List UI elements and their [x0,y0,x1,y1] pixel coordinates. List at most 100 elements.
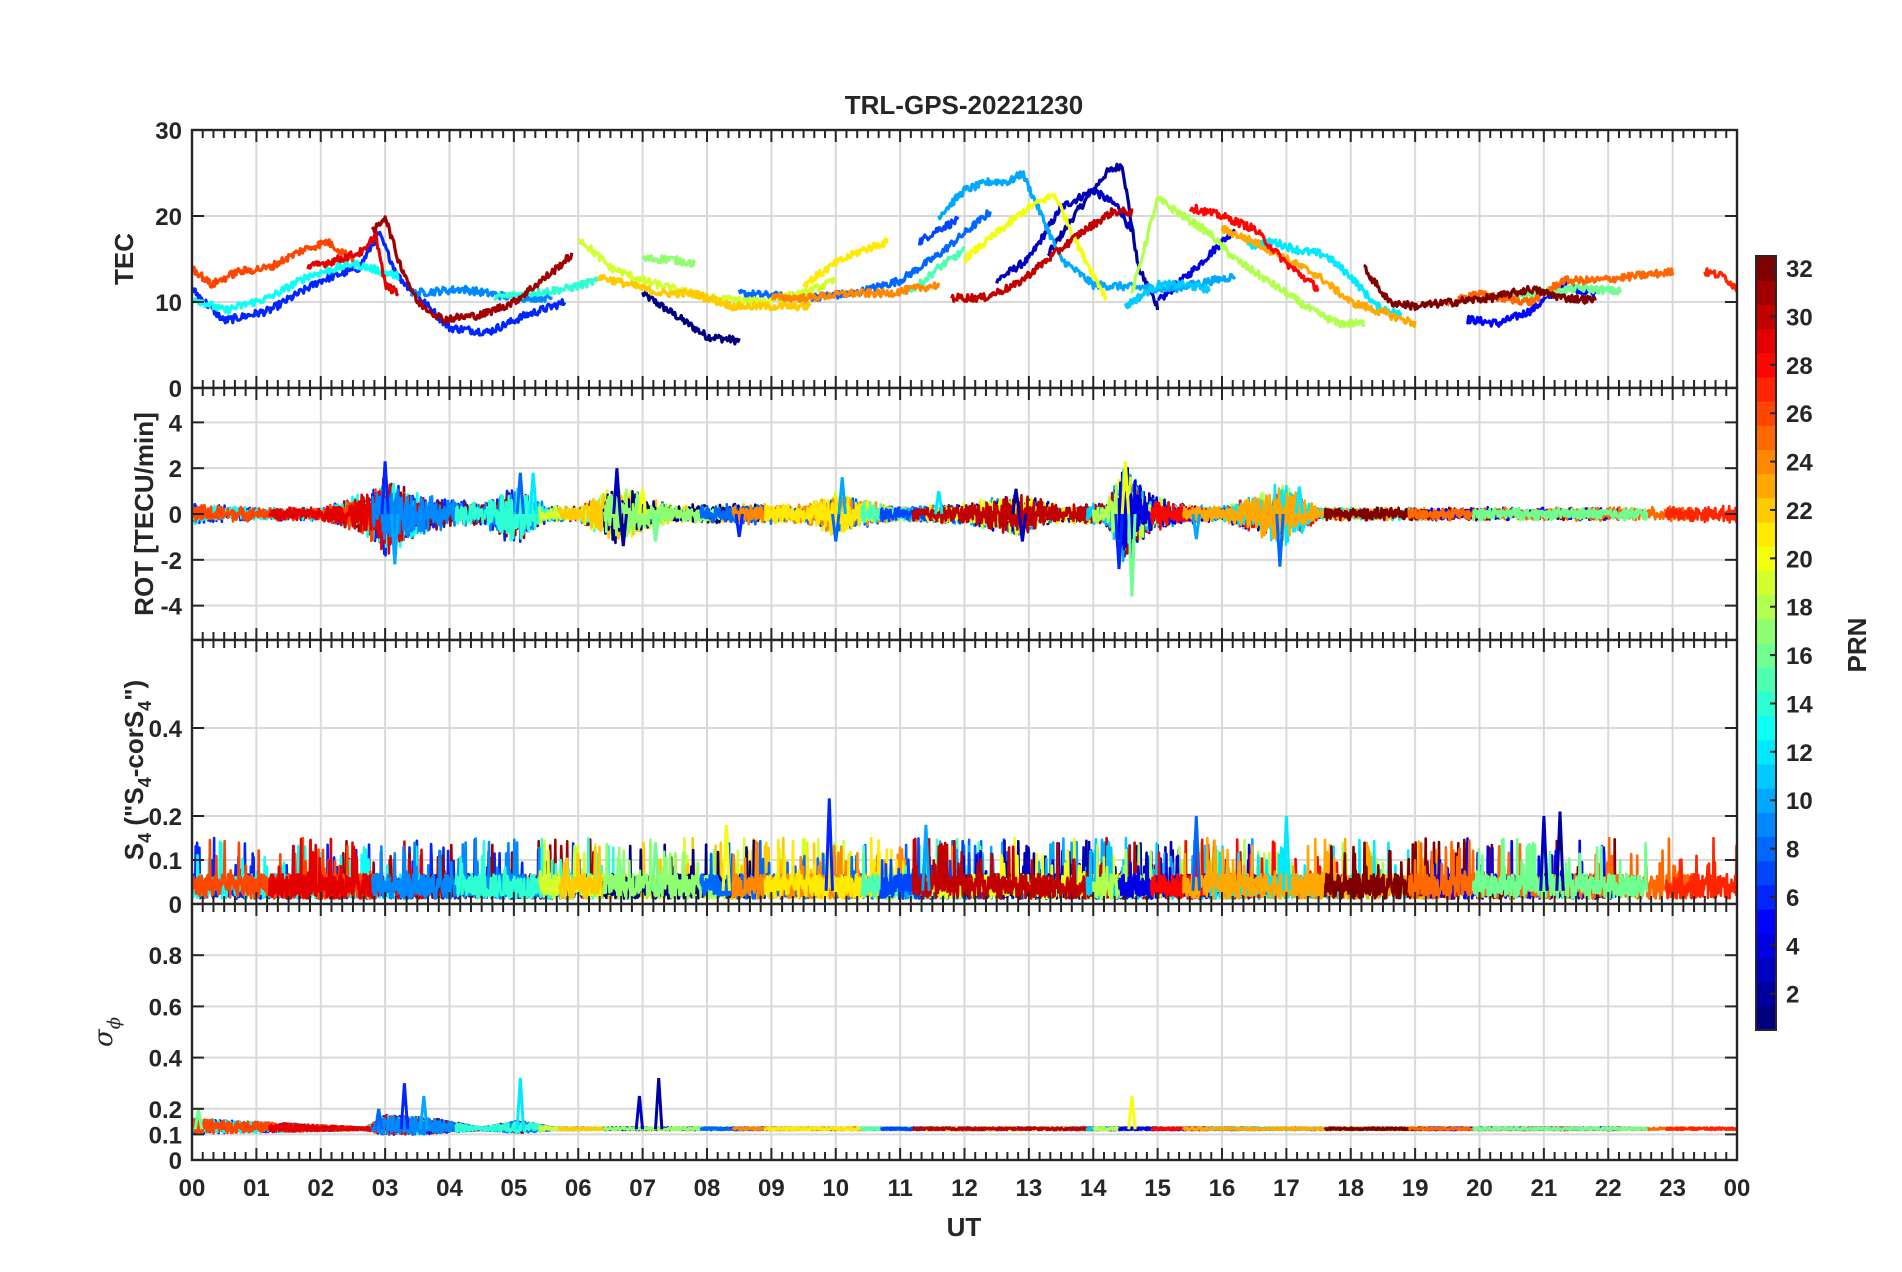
colorbar-swatch [1756,884,1776,910]
spike-mark [721,824,731,891]
spike-mark [921,824,931,891]
series-layer [192,162,1737,346]
colorbar-swatch [1756,473,1776,499]
colorbar-swatch [1756,836,1776,862]
tec-series-prn-12 [1246,237,1403,317]
y-tick-label: 0.6 [149,994,182,1021]
spike-mark [612,468,622,515]
colorbar-tick-label: 30 [1786,304,1813,331]
colorbar-swatch [1756,352,1776,378]
x-axis-label: UT [947,1212,982,1242]
y-tick-label: 0.4 [149,1046,183,1073]
tec-series-prn-21 [802,237,889,289]
spike-mark [1120,461,1131,515]
series-prn-16 [1472,1126,1648,1132]
x-tick-label: 00 [179,1175,206,1202]
colorbar-swatch [1756,860,1776,886]
spike-mark [1017,513,1028,542]
y-tick-label: -4 [161,594,183,621]
tec-series-prn-30 [950,206,1134,303]
colorbar-swatch [1756,739,1776,765]
spike-mark [634,1095,645,1130]
series-prn-16 [1471,506,1649,522]
spike-mark [1294,486,1304,515]
colorbar-tick-label: 26 [1786,401,1813,428]
sigma-phi-ylabel: σϕ [89,1017,125,1047]
colorbar-tick-label: 4 [1786,933,1800,960]
spike-mark [1555,811,1565,891]
spike-mark [734,513,744,538]
colorbar-swatch [1756,401,1776,426]
spike-mark [1127,1095,1137,1130]
series-layer [192,1078,1737,1136]
x-tick-label: 19 [1402,1175,1429,1202]
tec-series-prn-26 [192,238,355,289]
s4-panel: 0 0.1 0.2 0.4 [149,638,1739,919]
spike-mark [1114,513,1124,570]
spike-mark [1191,513,1201,540]
tec-series-prn-15 [898,246,966,296]
series-layer [192,798,1737,900]
tec-series-prn-16 [1510,283,1623,303]
tec-series-prn-29 [306,229,400,297]
spike-mark [824,798,834,891]
tec-series-prn-3 [995,188,1133,284]
colorbar-tick-label: 12 [1786,740,1813,767]
spike-mark [650,513,661,542]
colorbar-swatch [1756,328,1776,354]
y-tick-label: 0.4 [149,716,183,743]
x-tick-label: 18 [1337,1175,1364,1202]
x-tick-label: 09 [758,1175,785,1202]
colorbar-swatch [1756,691,1776,717]
y-tick-label: 4 [169,410,183,437]
colorbar-swatch [1756,497,1776,523]
spike-mark [528,472,538,515]
x-minor-ticks [191,640,1738,904]
rot-ylabel: ROT [TECU/min] [129,412,159,616]
colorbar-tick-label: 14 [1786,691,1813,718]
tec-series-prn-22 [596,274,812,312]
colorbar-swatch [1756,522,1776,547]
x-tick-label: 07 [629,1175,656,1202]
spike-mark [515,472,525,515]
y-tick-label: 30 [155,118,182,145]
y-tick-label: 2 [169,456,182,483]
y-tick-label: 0.1 [149,848,182,875]
tec-panel: 0 10 20 30 [155,118,1739,403]
spike-mark [618,513,628,547]
series-prn-17 [602,838,721,900]
colorbar-tick-label: 16 [1786,643,1813,670]
series-prn-27 [1664,504,1737,524]
x-minor-ticks [191,904,1738,1160]
colorbar-swatch [1756,763,1776,789]
x-tick-label: 14 [1080,1175,1107,1202]
colorbar-swatch [1756,256,1776,281]
spike-mark [1275,513,1285,567]
colorbar-swatch [1756,667,1776,692]
colorbar-swatch [1756,570,1776,596]
x-tick-label: 08 [694,1175,721,1202]
colorbar-tick-label: 22 [1786,498,1813,525]
x-tick-label: 16 [1209,1175,1236,1202]
colorbar-swatch [1756,788,1776,813]
spike-mark [1011,488,1021,515]
y-tick-label: -2 [161,548,182,575]
spike-mark [1191,815,1201,891]
colorbar-swatch [1756,981,1776,1007]
spike-mark [390,513,400,565]
colorbar-tick-label: 2 [1786,982,1799,1009]
colorbar-frame [1755,255,1777,1031]
y-tick-label: 0.2 [149,804,182,831]
x-tick-label: 04 [436,1175,463,1202]
y-tick-label: 0 [169,892,182,919]
x-tick-labels: 00 01 02 03 04 05 06 07 08 09 10 11 12 13 14 15 16 17 18 19… [179,1175,1751,1202]
colorbar-tick-label: 8 [1786,837,1799,864]
y-tick-label: 0.2 [149,1097,182,1124]
s4-ylabel: S4 ("S4-corS4") [119,680,155,860]
colorbar-swatch [1756,376,1776,402]
spike-mark [399,1083,410,1130]
spike-mark [637,488,648,515]
x-tick-label: 11 [887,1175,912,1202]
